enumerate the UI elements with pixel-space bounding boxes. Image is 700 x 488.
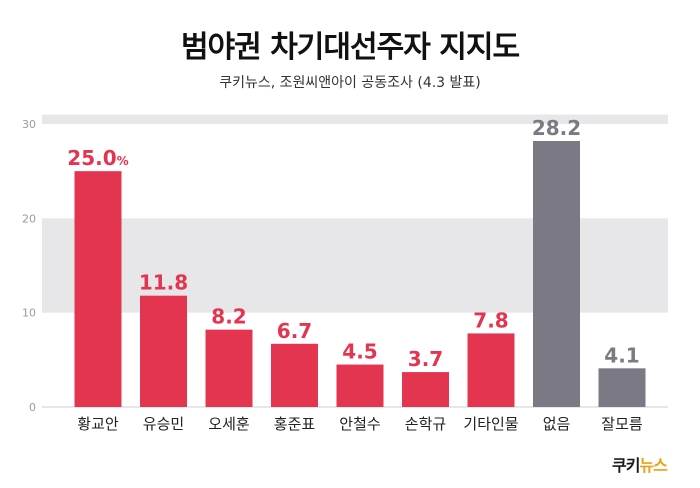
value-label-8: 4.1 <box>604 343 639 367</box>
bar-0 <box>74 171 122 407</box>
value-label-3: 6.7 <box>277 319 312 343</box>
bar-8 <box>598 368 646 407</box>
value-label-7: 28.2 <box>532 116 581 140</box>
bar-6 <box>467 333 515 407</box>
category-label-8: 잘모름 <box>601 415 643 433</box>
value-label-5: 3.7 <box>408 347 443 371</box>
category-label-4: 안철수 <box>339 415 380 433</box>
y-tick-label: 20 <box>22 212 36 225</box>
logo-part1: 쿠키 <box>612 456 640 475</box>
bar-4 <box>336 364 384 407</box>
category-label-0: 황교안 <box>77 415 119 433</box>
value-label-0: 25.0% <box>67 146 128 170</box>
value-label-2: 8.2 <box>211 305 246 329</box>
value-label-1: 11.8 <box>139 271 188 295</box>
y-tick-label: 30 <box>22 118 36 131</box>
grid-band-1 <box>42 114 668 124</box>
category-label-2: 오세훈 <box>208 415 249 433</box>
bar-7 <box>533 140 580 408</box>
y-tick-label: 0 <box>29 401 36 414</box>
category-label-7: 없음 <box>543 415 571 433</box>
bar-1 <box>140 295 187 407</box>
y-tick-label: 10 <box>22 307 36 320</box>
category-label-3: 홍준표 <box>274 415 316 433</box>
brand-logo: 쿠키뉴스 <box>612 452 668 476</box>
bar-3 <box>271 343 318 407</box>
chart-title: 범야권 차기대선주자 지지도 <box>180 30 520 65</box>
bar-2 <box>205 329 253 407</box>
category-label-5: 손학규 <box>405 415 446 433</box>
category-label-1: 유승민 <box>143 415 184 433</box>
logo-part2: 뉴스 <box>639 456 667 475</box>
value-unit: % <box>117 154 129 168</box>
chart-subtitle: 쿠키뉴스, 조원씨앤아이 공동조사 (4.3 발표) <box>219 75 481 91</box>
value-label-6: 7.8 <box>473 308 508 332</box>
value-label-4: 4.5 <box>342 340 377 364</box>
bar-5 <box>402 372 449 407</box>
category-label-6: 기타인물 <box>463 415 518 433</box>
